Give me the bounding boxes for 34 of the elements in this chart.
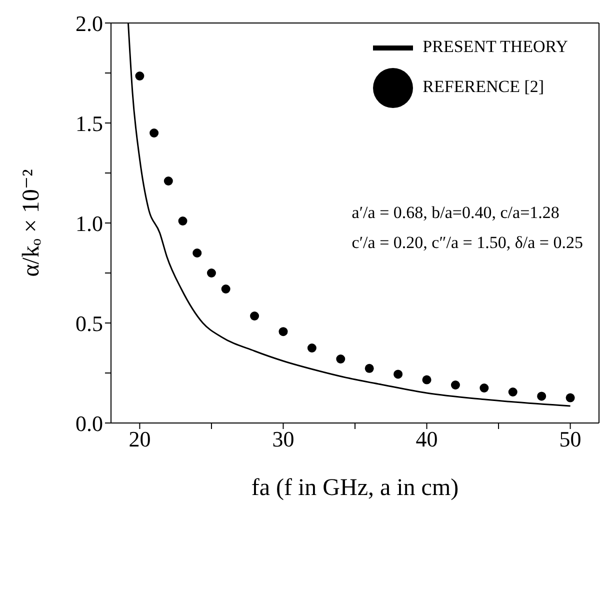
y-tick-label: 0.5 [76,310,103,336]
point [178,216,188,226]
legend-label: PRESENT THEORY [422,36,568,56]
x-axis-title: fa (f in GHz, a in cm) [251,475,459,501]
x-tick-label: 30 [272,426,294,452]
point [250,312,260,320]
annotation: c′/a = 0.20, c″/a = 1.50, δ/a = 0.25 [352,232,583,254]
point [422,375,432,384]
point [566,393,575,402]
y-tick-label: 0.0 [76,410,103,436]
point [336,354,346,364]
point [221,284,230,294]
point [307,344,316,352]
y-axis-title: α/kₒ × 10⁻² [18,169,45,277]
point [394,370,403,379]
y-tick-label: 1.0 [76,210,103,236]
point [192,248,202,258]
legend-label: REFERENCE [2] [422,76,544,96]
point [480,384,489,392]
x-tick-label: 40 [416,426,438,452]
y-tick-label: 2.0 [76,10,103,36]
point [508,388,518,396]
point [278,327,288,336]
point [450,380,460,390]
point [537,392,546,401]
annotation: a′/a = 0.68, b/a=0.40, c/a=1.28 [352,202,560,224]
point [206,268,216,278]
point [364,364,374,373]
x-tick-label: 20 [128,426,151,452]
y-tick-label: 1.5 [76,110,103,136]
point [135,72,144,80]
x-tick-label: 50 [559,426,582,452]
point [150,128,159,138]
point [164,176,173,186]
